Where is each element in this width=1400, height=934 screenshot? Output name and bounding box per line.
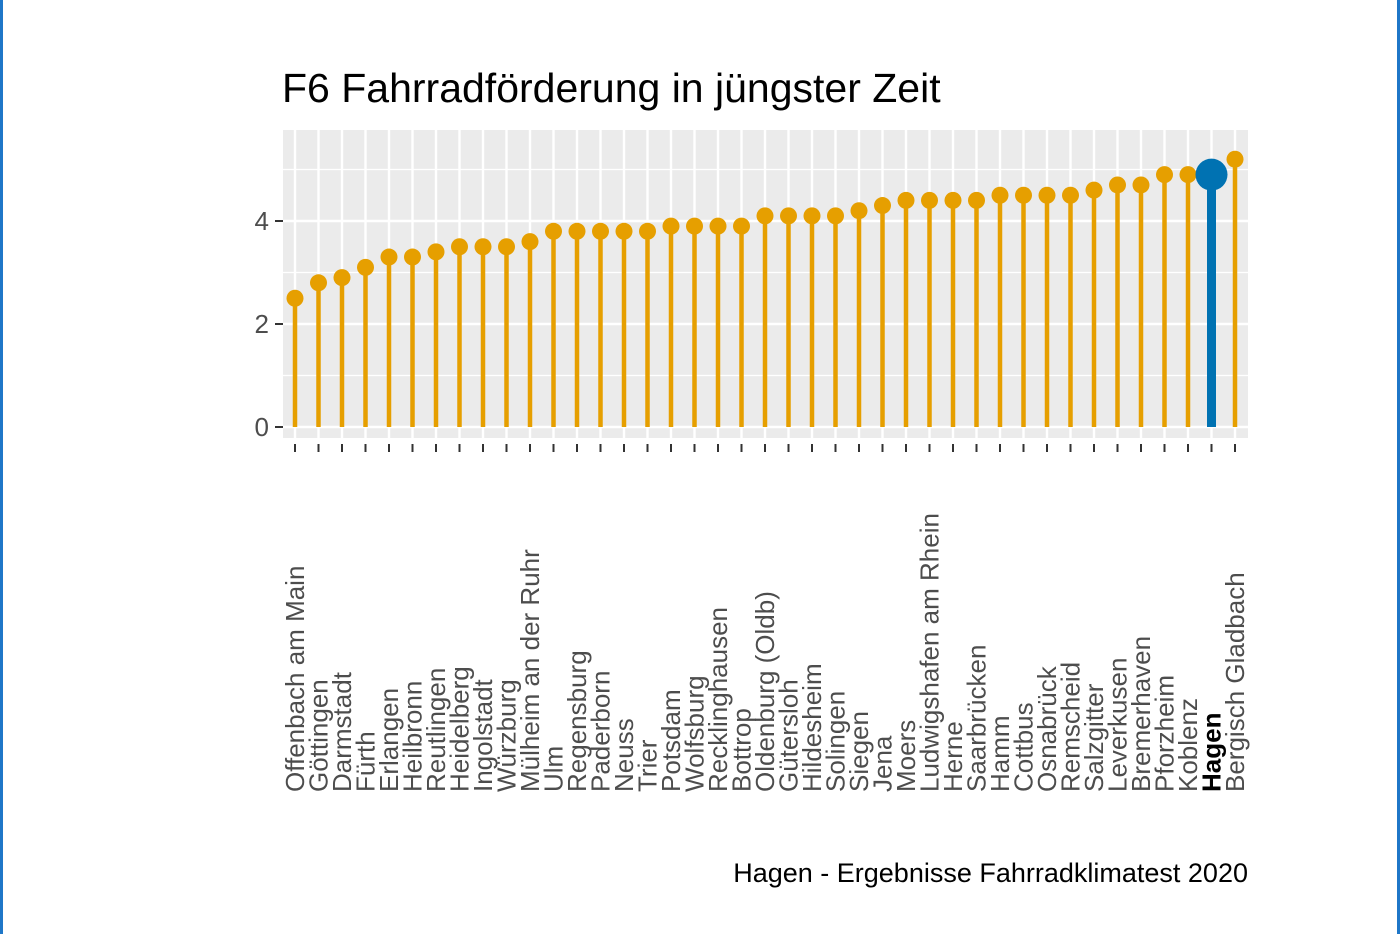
y-axis: 0 2 4 (255, 206, 283, 442)
x-tick-label: Reutlingen (421, 668, 451, 792)
x-tick-label: Remscheid (1056, 662, 1086, 792)
lollipop-point (968, 191, 985, 209)
lollipop-point (1109, 176, 1126, 194)
y-tick-label: 0 (255, 412, 269, 442)
lollipop-point (427, 243, 445, 261)
lollipop-marks (286, 150, 1244, 427)
lollipop-point (1156, 166, 1173, 184)
x-tick-label: Herne (938, 721, 968, 792)
lollipop-point (709, 217, 727, 235)
x-tick-label: Ingolstadt (468, 678, 498, 792)
chart-title: F6 Fahrradförderung in jüngster Zeit (282, 65, 941, 111)
lollipop-point (474, 238, 492, 256)
lollipop-point (733, 217, 750, 235)
lollipop-point (1195, 158, 1228, 191)
x-tick-label: Fürth (351, 731, 381, 792)
x-tick-label: Neuss (609, 718, 639, 792)
x-tick-label: Moers (891, 720, 921, 792)
lollipop-point (1226, 150, 1244, 168)
x-tick-label: Siegen (844, 711, 874, 792)
lollipop-point (850, 202, 868, 220)
x-tick-label: Salzgitter (1079, 683, 1109, 792)
x-tick-label: Leverkusen (1103, 658, 1133, 792)
lollipop-point (827, 207, 844, 225)
x-tick-label: Koblenz (1173, 698, 1203, 792)
x-tick-label: Osnabrück (1032, 665, 1062, 792)
lollipop-point (568, 222, 586, 240)
x-tick-label: Mülheim an der Ruhr (515, 549, 545, 792)
lollipop-point (521, 233, 539, 251)
x-tick-label: Göttingen (304, 679, 334, 792)
x-tick-label: Ludwigshafen am Rhein (915, 513, 945, 792)
lollipop-point (545, 222, 562, 240)
x-tick-label: Ulm (539, 746, 569, 792)
x-tick-label: Pforzheim (1150, 675, 1180, 792)
x-axis: Offenbach am MainGöttingenDarmstadtFürth… (280, 444, 1250, 792)
lollipop-point (498, 238, 515, 256)
lollipop-point (357, 258, 374, 276)
lollipop-point (639, 222, 656, 240)
x-tick-label: Solingen (821, 691, 851, 792)
x-tick-label: Potsdam (656, 689, 686, 792)
lollipop-point (404, 248, 421, 266)
y-tick-label: 2 (255, 309, 269, 339)
lollipop-point (333, 269, 351, 287)
x-tick-label: Hagen (1197, 713, 1227, 792)
x-tick-label: Wolfsburg (680, 675, 710, 792)
lollipop-point (803, 207, 821, 225)
lollipop-point (662, 217, 680, 235)
chart-caption: Hagen - Ergebnisse Fahrradklimatest 2020 (733, 858, 1248, 888)
lollipop-point (944, 191, 962, 209)
x-tick-label: Gütersloh (774, 679, 804, 792)
x-tick-label: Darmstadt (327, 671, 357, 792)
x-tick-label: Heidelberg (445, 666, 475, 792)
x-tick-label: Jena (868, 735, 898, 792)
lollipop-point (1015, 186, 1032, 204)
x-tick-label: Trier (633, 739, 663, 792)
lollipop-point (780, 207, 797, 225)
lollipop-point (451, 238, 468, 256)
lollipop-point (897, 191, 915, 209)
lollipop-point (286, 289, 304, 307)
x-tick-label: Hamm (985, 715, 1015, 792)
x-tick-label: Bottrop (727, 708, 757, 792)
lollipop-point (615, 222, 633, 240)
lollipop-point (380, 248, 398, 266)
x-tick-label: Bremerhaven (1126, 636, 1156, 792)
x-tick-label: Saarbrücken (962, 645, 992, 792)
lollipop-point (1062, 186, 1079, 204)
x-tick-label: Offenbach am Main (280, 566, 310, 792)
x-tick-label: Oldenburg (Oldb) (750, 591, 780, 792)
x-tick-label: Bergisch Gladbach (1220, 572, 1250, 792)
lollipop-point (756, 207, 774, 225)
lollipop-point (686, 217, 703, 235)
y-tick-label: 4 (255, 206, 269, 236)
x-tick-label: Würzburg (492, 679, 522, 792)
lollipop-point (310, 274, 327, 292)
lollipop-point (921, 191, 938, 209)
lollipop-point (1085, 181, 1103, 199)
x-tick-label: Recklinghausen (703, 607, 733, 792)
x-tick-label: Heilbronn (398, 681, 428, 792)
x-tick-label: Cottbus (1009, 702, 1039, 792)
lollipop-point (592, 222, 609, 240)
lollipop-point (1179, 166, 1197, 184)
x-tick-label: Regensburg (562, 650, 592, 792)
x-tick-label: Hildesheim (797, 663, 827, 792)
x-tick-label: Paderborn (586, 671, 616, 792)
lollipop-point (874, 197, 891, 215)
lollipop-point (991, 186, 1009, 204)
lollipop-point (1132, 176, 1150, 194)
x-tick-label: Erlangen (374, 688, 404, 792)
lollipop-point (1038, 186, 1056, 204)
